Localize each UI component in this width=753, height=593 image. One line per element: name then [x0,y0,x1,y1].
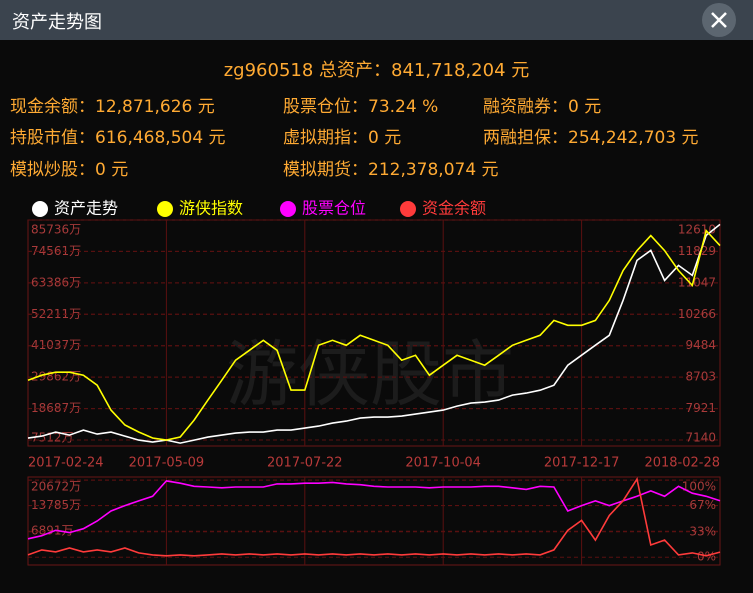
y2-tick-label: 12610 [678,223,716,237]
close-button[interactable] [702,3,736,37]
y2-tick-label: 7140 [685,431,716,445]
plot-frame [27,476,721,566]
y2-tick-label: 9484 [685,338,716,352]
x-tick-label: 2017-05-09 [129,456,205,471]
legend-swatch [157,201,173,217]
title-bar: 资产走势图 [0,0,753,40]
summary-field: 融资融券：0 元 [483,97,602,117]
series-line [27,480,721,540]
legend-label: 游侠指数 [179,199,243,218]
y2-tick-label: 100% [682,480,716,494]
series-line [27,223,721,444]
summary-field: 模拟期货：212,378,074 元 [283,160,499,180]
legend-swatch [32,201,48,217]
x-tick-label: 2017-12-17 [544,456,620,471]
summary-field: 两融担保：254,242,703 元 [483,128,699,148]
close-icon [711,12,727,28]
x-tick-label: 2017-02-24 [28,456,104,471]
y2-tick-label: 7921 [685,401,716,415]
y-tick-label: 20672万 [31,480,81,494]
legend-label: 资产走势 [54,199,118,218]
y-tick-label: 85736万 [31,223,81,237]
series-line [27,477,721,557]
legend-label: 股票仓位 [302,199,366,218]
x-tick-label: 2018-02-28 [644,456,720,471]
y2-tick-label: 8703 [685,370,716,384]
window-title: 资产走势图 [12,12,102,33]
legend-label: 资金余额 [422,199,486,218]
y2-tick-label: 33% [689,524,716,538]
y2-tick-label: 67% [689,498,716,512]
y-tick-label: 6891万 [31,524,74,538]
summary-field: 现金余额：12,871,626 元 [10,97,215,117]
y2-tick-label: 11047 [678,275,716,289]
x-tick-label: 2017-10-04 [405,456,481,471]
headline: zg960518 总资产：841,718,204 元 [223,60,530,81]
x-tick-label: 2017-07-22 [267,456,343,471]
summary-field: 持股市值：616,468,504 元 [10,128,226,148]
summary-field: 模拟炒股：0 元 [10,160,129,180]
legend-swatch [400,201,416,217]
series-line [27,228,721,441]
summary-field: 虚拟期指：0 元 [283,128,402,148]
watermark: 游侠股市 [226,333,514,417]
legend-swatch [280,201,296,217]
y2-tick-label: 11829 [678,244,716,258]
summary-field: 股票仓位：73.24 % [283,97,439,117]
y2-tick-label: 10266 [678,307,716,321]
